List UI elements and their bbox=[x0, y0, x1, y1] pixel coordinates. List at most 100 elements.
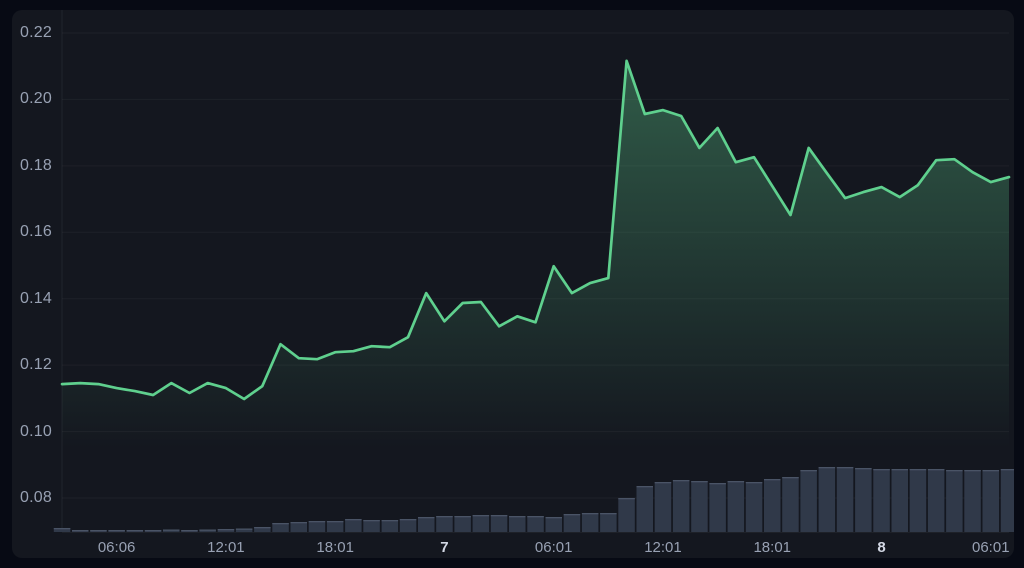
volume-bar-top-edge bbox=[727, 481, 745, 483]
volume-bar-top-edge bbox=[618, 498, 635, 500]
volume-bar bbox=[636, 486, 653, 532]
volume-bar bbox=[545, 517, 562, 532]
volume-bar bbox=[308, 521, 326, 532]
volume-bars bbox=[53, 467, 1014, 532]
volume-bar-top-edge bbox=[527, 516, 544, 518]
volume-bar bbox=[217, 529, 235, 532]
volume-bar-top-edge bbox=[418, 517, 435, 519]
volume-bar-top-edge bbox=[454, 516, 471, 518]
volume-bar bbox=[527, 516, 544, 532]
volume-bar-top-edge bbox=[345, 519, 362, 521]
volume-bar-top-edge bbox=[199, 529, 216, 531]
volume-bar-top-edge bbox=[144, 530, 162, 532]
volume-bar bbox=[490, 515, 508, 532]
volume-bar-top-edge bbox=[946, 470, 963, 472]
volume-bar bbox=[836, 467, 854, 532]
volume-bar bbox=[818, 467, 836, 532]
volume-bar bbox=[436, 516, 453, 532]
volume-bar bbox=[909, 469, 927, 532]
volume-bar-top-edge bbox=[709, 483, 726, 485]
volume-bar-top-edge bbox=[782, 477, 799, 479]
volume-bar-top-edge bbox=[563, 514, 581, 516]
volume-bar-top-edge bbox=[436, 516, 453, 518]
volume-bar-top-edge bbox=[381, 520, 399, 522]
volume-bar-top-edge bbox=[90, 530, 107, 532]
volume-bar-top-edge bbox=[217, 529, 235, 531]
volume-bar-top-edge bbox=[691, 481, 708, 483]
volume-bar-top-edge bbox=[600, 513, 617, 515]
volume-bar-top-edge bbox=[126, 530, 144, 532]
volume-bar-top-edge bbox=[964, 470, 981, 472]
volume-bar bbox=[345, 519, 362, 532]
volume-bar-top-edge bbox=[654, 482, 672, 484]
volume-bar bbox=[563, 514, 581, 532]
volume-bar bbox=[800, 470, 817, 532]
volume-bar-top-edge bbox=[272, 523, 289, 525]
volume-bar-top-edge bbox=[927, 469, 945, 471]
volume-bar bbox=[290, 522, 307, 532]
volume-bar bbox=[509, 516, 526, 532]
volume-bar bbox=[399, 519, 417, 532]
volume-bar bbox=[254, 527, 271, 532]
volume-bar bbox=[764, 479, 781, 532]
volume-bar bbox=[745, 482, 763, 532]
volume-bar bbox=[600, 513, 617, 532]
volume-bar-top-edge bbox=[72, 530, 89, 532]
volume-bar-top-edge bbox=[363, 520, 380, 522]
volume-bar-top-edge bbox=[472, 515, 490, 517]
volume-bar-top-edge bbox=[181, 530, 198, 532]
volume-bar-top-edge bbox=[873, 469, 890, 471]
volume-bar bbox=[618, 498, 635, 532]
volume-bar-top-edge bbox=[53, 528, 71, 530]
volume-bar bbox=[672, 480, 690, 532]
volume-bar-top-edge bbox=[108, 530, 125, 532]
volume-bar-top-edge bbox=[254, 527, 271, 529]
volume-bar-top-edge bbox=[909, 469, 927, 471]
volume-bar bbox=[709, 483, 726, 532]
price-line bbox=[60, 59, 1011, 401]
volume-bar bbox=[855, 468, 872, 532]
volume-bar bbox=[472, 515, 490, 532]
chart-layers bbox=[53, 10, 1014, 533]
volume-bar bbox=[363, 520, 380, 532]
volume-bar-top-edge bbox=[163, 529, 180, 531]
volume-bar bbox=[235, 528, 253, 532]
volume-bar bbox=[782, 477, 799, 532]
volume-bar bbox=[381, 520, 399, 532]
volume-bar-top-edge bbox=[636, 486, 653, 488]
volume-bar bbox=[982, 470, 999, 532]
volume-bar bbox=[53, 528, 71, 532]
volume-bar bbox=[1000, 469, 1014, 532]
volume-bar-top-edge bbox=[982, 470, 999, 472]
volume-bar bbox=[891, 469, 908, 532]
volume-bar-top-edge bbox=[891, 469, 908, 471]
volume-bar-top-edge bbox=[672, 480, 690, 482]
volume-bar bbox=[927, 469, 945, 532]
volume-bar-top-edge bbox=[800, 470, 817, 472]
volume-bar-top-edge bbox=[326, 521, 344, 523]
volume-bar-top-edge bbox=[764, 479, 781, 481]
volume-bar bbox=[654, 482, 672, 532]
volume-bar-top-edge bbox=[1000, 469, 1014, 471]
volume-bar-top-edge bbox=[308, 521, 326, 523]
volume-bar-top-edge bbox=[836, 467, 854, 469]
volume-bar bbox=[873, 469, 890, 532]
volume-bar bbox=[326, 521, 344, 532]
volume-bar bbox=[454, 516, 471, 532]
volume-bar bbox=[946, 470, 963, 532]
volume-bar-top-edge bbox=[545, 517, 562, 519]
volume-bar bbox=[581, 513, 599, 532]
volume-bar-top-edge bbox=[818, 467, 836, 469]
volume-bar bbox=[272, 523, 289, 532]
volume-bar bbox=[964, 470, 981, 532]
volume-bar-top-edge bbox=[581, 513, 599, 515]
price-area-fill bbox=[62, 60, 1009, 533]
volume-bar bbox=[691, 481, 708, 532]
volume-bar-top-edge bbox=[745, 482, 763, 484]
volume-bar-top-edge bbox=[399, 519, 417, 521]
volume-bar-top-edge bbox=[509, 516, 526, 518]
volume-bar-top-edge bbox=[290, 522, 307, 524]
volume-bar-top-edge bbox=[855, 468, 872, 470]
volume-bar bbox=[418, 517, 435, 532]
